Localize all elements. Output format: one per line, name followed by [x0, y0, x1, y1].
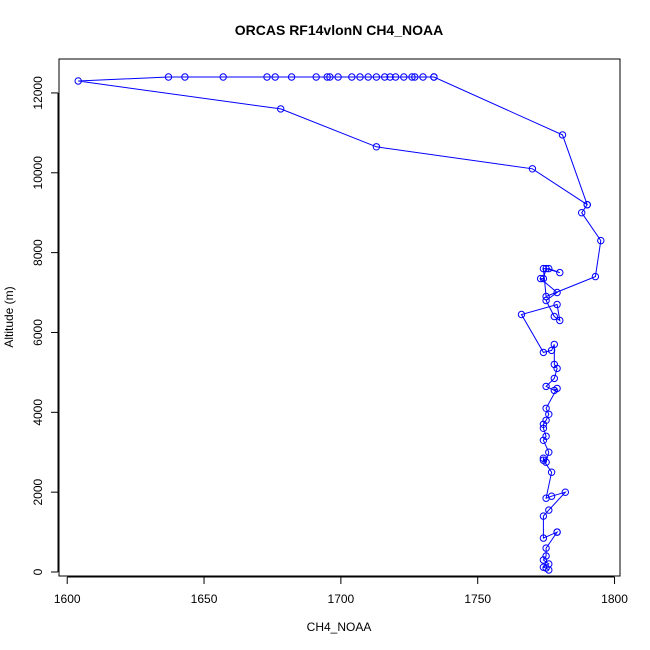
data-point	[74, 77, 82, 85]
data-point	[561, 488, 569, 496]
data-point	[386, 73, 394, 81]
data-point	[542, 382, 550, 391]
chart-title: ORCAS RF14vlonN CH4_NOAA	[235, 22, 443, 38]
x-axis: 1600 1650 1700 1750 1800	[54, 576, 628, 606]
data-point	[517, 310, 526, 319]
data-point	[591, 272, 600, 281]
data-point	[550, 312, 558, 321]
data-point	[312, 73, 320, 81]
data-point	[550, 340, 558, 349]
x-axis-label: CH4_NOAA	[307, 620, 372, 634]
data-point	[553, 528, 561, 536]
y-tick-label: 4000	[31, 399, 45, 426]
data-point	[542, 458, 550, 466]
data-point	[545, 506, 553, 514]
data-point	[323, 73, 331, 81]
y-tick-label: 6000	[31, 319, 45, 346]
y-tick-label: 12000	[31, 76, 45, 110]
y-tick-label: 10000	[31, 156, 45, 190]
data-point	[550, 360, 558, 369]
data-point	[348, 73, 356, 81]
data-point	[391, 73, 400, 81]
data-point	[536, 274, 545, 283]
data-point	[545, 560, 553, 568]
data-point	[287, 73, 296, 81]
data-point	[381, 73, 389, 81]
data-point	[542, 494, 550, 502]
data-point	[372, 143, 381, 151]
data-point	[539, 348, 548, 357]
y-tick-label: 0	[31, 568, 45, 575]
data-point	[364, 73, 372, 81]
data-point	[400, 73, 408, 81]
data-point	[539, 424, 548, 432]
data-point	[528, 165, 537, 173]
data-point	[263, 73, 271, 81]
x-tick-label: 1700	[328, 592, 355, 606]
data-point	[181, 73, 189, 81]
data-point	[219, 73, 227, 81]
data-point	[550, 386, 558, 395]
data-point	[597, 236, 605, 245]
data-series	[74, 73, 605, 574]
data-point	[542, 292, 550, 301]
series-line	[78, 76, 602, 571]
y-axis: 0 2000 4000 6000 8000 10000 12000	[31, 76, 59, 575]
data-point	[542, 432, 550, 440]
data-point	[542, 404, 550, 412]
data-point	[326, 73, 334, 81]
data-point	[408, 73, 416, 81]
data-point	[164, 73, 173, 81]
data-point	[539, 274, 548, 283]
data-point	[583, 201, 591, 209]
data-point	[539, 563, 548, 571]
data-point	[411, 73, 419, 81]
y-tick-label: 8000	[31, 239, 45, 266]
x-tick-label: 1600	[54, 592, 81, 606]
data-point	[547, 468, 556, 476]
data-point	[277, 105, 285, 113]
x-tick-label: 1650	[191, 592, 218, 606]
data-point	[542, 416, 550, 424]
data-point	[556, 268, 564, 277]
y-axis-label: Altitude (m)	[2, 286, 16, 347]
data-point	[558, 131, 567, 139]
data-point	[356, 73, 364, 81]
data-point	[271, 73, 279, 81]
data-point	[545, 264, 553, 273]
data-point	[542, 264, 550, 273]
x-tick-label: 1800	[601, 592, 628, 606]
data-point	[553, 288, 561, 297]
data-point	[578, 209, 586, 217]
data-point	[539, 534, 548, 542]
data-point	[372, 73, 381, 81]
data-point	[553, 300, 561, 309]
data-point	[334, 73, 342, 81]
data-point	[542, 296, 550, 305]
data-point	[545, 448, 553, 456]
y-tick-label: 2000	[31, 478, 45, 505]
data-point	[539, 264, 548, 273]
data-point	[542, 544, 550, 552]
data-point	[545, 410, 553, 418]
plot-area	[58, 58, 621, 577]
data-point	[550, 374, 558, 383]
data-point	[547, 346, 556, 355]
x-tick-label: 1750	[464, 592, 491, 606]
data-point	[542, 552, 550, 560]
data-point	[556, 316, 564, 325]
data-point	[430, 73, 438, 81]
data-point	[539, 512, 548, 520]
data-point	[419, 73, 427, 81]
